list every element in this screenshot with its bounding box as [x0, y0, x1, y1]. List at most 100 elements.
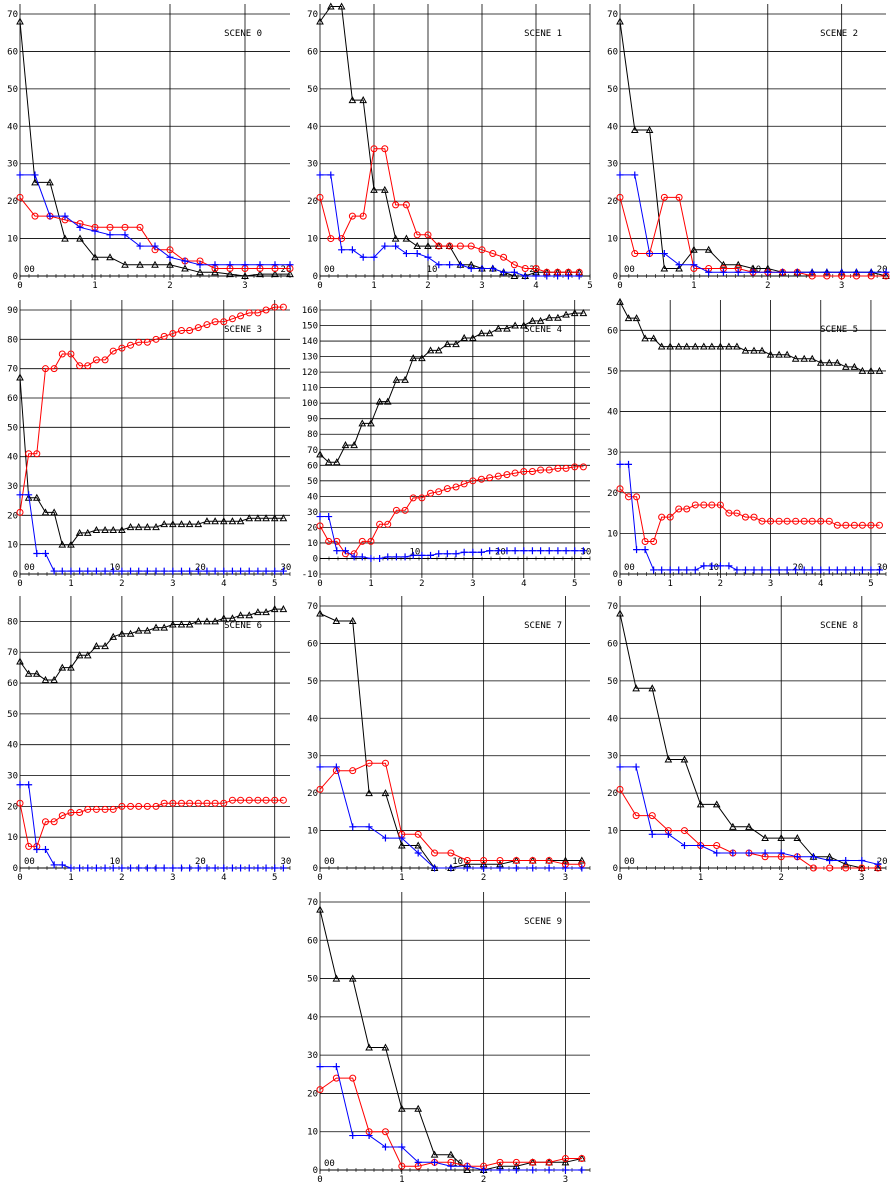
data-point-cross — [262, 567, 270, 575]
data-point-triangle — [358, 419, 367, 427]
data-point-cross — [414, 1158, 422, 1166]
data-point-cross — [850, 566, 858, 574]
data-point-circle — [632, 812, 640, 820]
data-point-triangle — [503, 324, 511, 332]
data-point-triangle — [126, 523, 135, 531]
data-point-triangle — [228, 614, 237, 622]
data-point-triangle — [168, 520, 177, 528]
scene-panel: 0 10 20 30 40 50 60 70 0 1 2 3 00 10 20 SCENE 2 — [600, 0, 896, 291]
data-point-triangle — [31, 178, 39, 186]
data-point-cross — [245, 567, 253, 575]
data-point-triangle — [397, 841, 406, 849]
y-tick-label: 40 — [307, 122, 318, 132]
series-line-triangle — [619, 613, 878, 869]
y-tick-label: 30 — [607, 752, 618, 762]
x-tick-label: 3 — [839, 281, 844, 291]
data-point-cross — [545, 864, 553, 872]
data-point-triangle — [92, 642, 101, 650]
data-point-cross — [16, 491, 24, 499]
y-tick-label: 30 — [307, 508, 318, 518]
data-point-cross — [91, 227, 99, 235]
data-point-circle — [561, 1155, 569, 1163]
data-point-cross — [241, 261, 249, 269]
data-point-cross — [545, 1166, 553, 1174]
x-tick-label: 5 — [587, 281, 592, 291]
data-point-circle — [633, 493, 641, 501]
data-point-circle — [135, 802, 143, 810]
data-point-triangle — [370, 185, 378, 193]
data-point-cross — [327, 171, 335, 179]
data-point-circle — [545, 466, 553, 474]
x-tick-label: 2 — [779, 873, 784, 883]
data-point-cross — [101, 864, 109, 872]
y-tick-label: 20 — [7, 511, 18, 521]
x-tick-label: 3 — [768, 579, 773, 589]
data-point-cross — [101, 567, 109, 575]
data-point-triangle — [666, 342, 675, 350]
data-point-circle — [463, 857, 471, 865]
data-point-circle — [409, 494, 417, 502]
data-point-circle — [327, 235, 335, 243]
x-tick-label: 0 — [317, 873, 322, 883]
data-point-cross — [169, 567, 177, 575]
data-point-circle — [641, 538, 649, 546]
x-tick-label: 1 — [371, 281, 376, 291]
data-point-cross — [349, 823, 357, 831]
data-point-triangle — [359, 96, 368, 104]
scene-title: SCENE 2 — [820, 29, 858, 39]
sub-tick-label: 30 — [581, 547, 592, 557]
data-point-triangle — [348, 96, 357, 104]
data-point-circle — [521, 265, 529, 273]
data-point-cross — [118, 864, 126, 872]
data-point-triangle — [101, 642, 109, 650]
y-tick-label: 70 — [607, 10, 618, 20]
y-tick-label: 80 — [7, 335, 18, 345]
data-point-cross — [220, 567, 228, 575]
x-tick-label: 0 — [617, 281, 622, 291]
y-tick-label: 130 — [302, 353, 318, 363]
data-point-triangle — [867, 366, 875, 374]
data-point-cross — [121, 231, 129, 239]
data-point-triangle — [185, 620, 194, 628]
data-point-cross — [271, 864, 279, 872]
data-point-circle — [109, 805, 117, 813]
data-point-triangle — [32, 669, 41, 677]
data-point-cross — [435, 261, 443, 269]
data-point-triangle — [50, 675, 58, 683]
data-point-triangle — [83, 528, 92, 536]
y-tick-label: 70 — [307, 898, 318, 908]
x-tick-label: 1 — [399, 873, 404, 883]
data-point-triangle — [414, 1104, 423, 1112]
data-point-cross — [25, 491, 33, 499]
data-point-circle — [101, 356, 109, 364]
data-point-cross — [341, 547, 349, 555]
y-tick-label: 60 — [7, 47, 18, 57]
data-point-circle — [152, 802, 160, 810]
x-tick-label: 3 — [242, 281, 247, 291]
data-point-triangle — [452, 340, 460, 348]
data-point-triangle — [196, 268, 204, 276]
data-point-circle — [177, 327, 185, 335]
sub-tick-label: 00 — [24, 265, 35, 275]
data-point-cross — [203, 567, 211, 575]
data-point-cross — [529, 864, 537, 872]
data-point-cross — [496, 864, 504, 872]
x-tick-label: 1 — [368, 579, 373, 589]
scene-chart: 0 10 20 30 40 50 60 0 1 2 3 4 5 00 10 20 30 SCENE 5 — [607, 297, 888, 589]
data-point-triangle — [434, 346, 443, 354]
data-point-triangle — [143, 626, 152, 634]
data-point-cross — [279, 567, 287, 575]
data-point-circle — [545, 857, 553, 865]
sub-tick-label: 10 — [110, 857, 121, 867]
y-tick-label: 0 — [313, 272, 318, 282]
data-point-triangle — [704, 245, 713, 253]
sub-tick-label: 30 — [281, 563, 292, 573]
sub-tick-label: 00 — [624, 857, 635, 867]
data-point-circle — [365, 759, 373, 767]
y-tick-label: 70 — [7, 365, 18, 375]
data-point-circle — [402, 201, 410, 209]
data-point-cross — [365, 823, 373, 831]
data-point-triangle — [494, 324, 503, 332]
data-point-triangle — [121, 260, 129, 268]
